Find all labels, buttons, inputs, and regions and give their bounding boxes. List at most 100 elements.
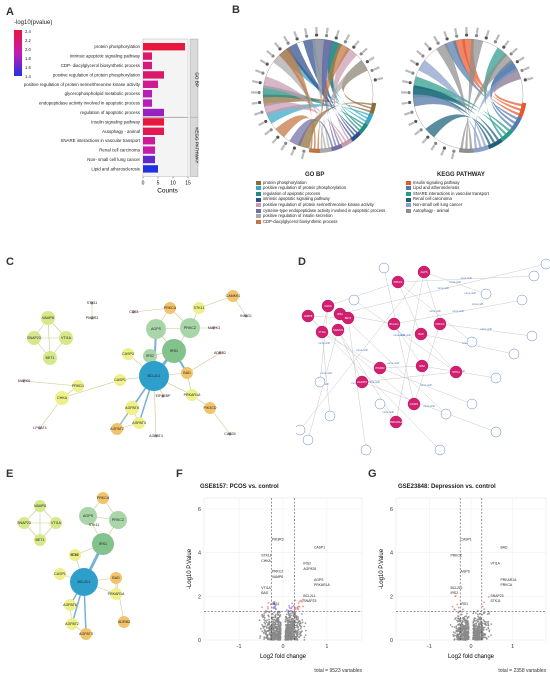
mirna-node: [490, 426, 502, 438]
legend-swatch: [256, 186, 261, 191]
network-node: [227, 290, 239, 302]
data-point: [263, 638, 265, 640]
term-arc: [458, 148, 475, 153]
legend-row: Lipid and atherosclerosis: [406, 186, 489, 192]
data-point: [485, 628, 488, 631]
network-edge: [393, 323, 423, 367]
chord-ribbon: [425, 114, 496, 144]
chord-ribbon: [452, 39, 520, 116]
data-point: [291, 602, 294, 605]
gene-node: [415, 359, 429, 373]
data-point: [290, 607, 293, 610]
data-point: [474, 612, 477, 614]
data-point: [483, 620, 486, 623]
legend-row: positive regulation of protein serine/th…: [256, 202, 385, 208]
node-label: PRKD1: [72, 384, 84, 388]
edge-label: mmu-miR: [460, 276, 471, 280]
data-point: [452, 631, 455, 634]
data-point: [457, 606, 460, 609]
data-point: [299, 627, 302, 630]
gene-segment: [410, 110, 414, 114]
network-node: [38, 426, 42, 430]
data-point: [467, 637, 470, 640]
data-point: [487, 635, 490, 638]
data-point: [488, 630, 491, 633]
data-point: [292, 632, 295, 635]
data-point: [300, 599, 303, 602]
network-node: [244, 314, 248, 318]
node-label: VTI1A: [51, 521, 62, 525]
panel-b-kegg-legend: Insulin signaling pathway Lipid and ather…: [406, 180, 489, 214]
legend-swatch: [256, 219, 261, 224]
data-point: [487, 626, 490, 629]
data-point: [265, 621, 268, 623]
term-arc: [473, 145, 490, 153]
mirna-node: [490, 372, 502, 384]
x-tick-label: 15: [185, 181, 191, 187]
panel-d-mirna-network: mmu-miRmmu-miRmmu-miRmmu-miRmmu-miRmmu-m…: [296, 258, 550, 456]
legend-row: Insulin signaling pathway: [406, 180, 489, 186]
node-label: IRS1: [337, 312, 343, 316]
data-point: [464, 627, 467, 629]
chord-ribbon: [473, 67, 521, 149]
gene-label: CASP1: [461, 537, 472, 541]
node-label: BAD: [112, 576, 120, 580]
data-point: [481, 605, 484, 608]
panel-letter-d: D: [298, 256, 306, 268]
data-point: [455, 630, 458, 633]
mirna-node: [314, 376, 326, 388]
panel-b-chord-diagrams: [250, 26, 534, 160]
data-point: [472, 629, 475, 632]
network-edge: [299, 271, 425, 431]
data-point: [451, 605, 454, 608]
legend-row: Non-small cell lung cancer: [406, 202, 489, 208]
data-point: [266, 619, 268, 622]
gene-label: STK11: [491, 599, 501, 603]
data-point: [455, 625, 458, 628]
gene-label-mark: [304, 28, 308, 35]
data-point: [274, 613, 277, 616]
data-point: [304, 629, 307, 632]
data-point: [290, 623, 293, 626]
data-point: [285, 636, 287, 639]
data-point: [476, 618, 479, 621]
gene-label-mark: [511, 47, 518, 54]
data-point: [300, 622, 302, 625]
data-point: [264, 625, 267, 628]
data-point: [296, 622, 299, 624]
data-point: [259, 637, 261, 639]
data-point: [294, 599, 297, 602]
mirna-node: [374, 398, 386, 410]
data-point: [459, 628, 461, 631]
category-label: Lipid and atherosclerosis: [91, 166, 140, 171]
gene-label-mark: [264, 130, 271, 136]
gene-label-mark: [368, 56, 375, 62]
panel-letter-b: B: [232, 4, 240, 16]
bar: [143, 165, 158, 173]
network-node: [111, 423, 123, 435]
data-point: [263, 618, 266, 621]
gene-label-mark: [518, 56, 525, 62]
data-point: [260, 606, 263, 609]
bar: [143, 90, 152, 98]
legend-row: Renal cell carcinoma: [406, 197, 489, 203]
network-edge: [198, 295, 234, 309]
data-point: [302, 598, 304, 601]
data-point: [271, 637, 274, 640]
network-node: [114, 374, 126, 386]
data-point: [464, 639, 467, 641]
gene-label-mark: [361, 47, 368, 54]
data-point: [265, 637, 268, 640]
data-point: [477, 615, 480, 618]
gene-label-mark: [300, 152, 305, 160]
data-point: [268, 623, 271, 626]
term-arc: [369, 102, 377, 115]
network-node: [161, 394, 165, 398]
data-point: [301, 601, 304, 603]
term-arc: [487, 138, 503, 150]
data-point: [460, 628, 463, 630]
data-point: [297, 617, 300, 620]
network-node: [34, 534, 46, 546]
data-point: [479, 618, 482, 621]
data-point: [285, 638, 288, 641]
